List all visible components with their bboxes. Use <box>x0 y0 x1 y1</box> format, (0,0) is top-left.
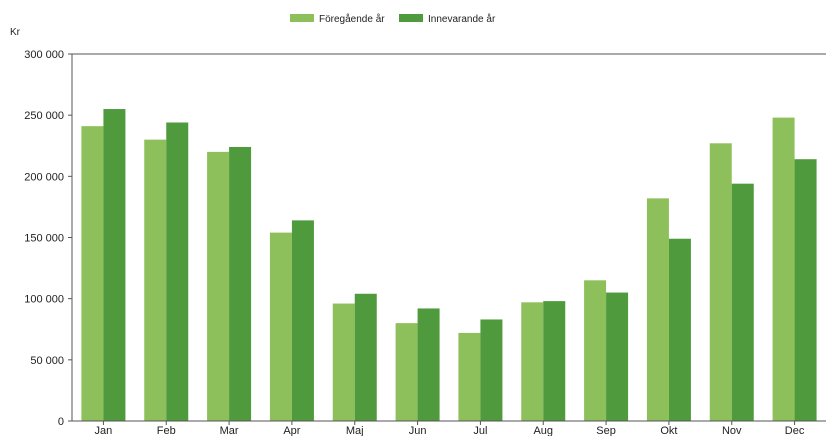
legend-swatch-series-1 <box>290 14 314 22</box>
legend-swatch-series-2 <box>399 14 423 22</box>
y-tick-label: 300 000 <box>24 49 64 61</box>
x-tick-label: Mar <box>220 425 239 436</box>
bar-sep-series-1 <box>584 280 607 421</box>
y-tick-label: 150 000 <box>24 233 64 245</box>
bar-mar-series-1 <box>207 151 230 421</box>
y-unit-label: Kr <box>10 27 21 38</box>
x-tick-label: Jul <box>473 425 487 436</box>
x-tick-label: Jan <box>95 425 113 436</box>
x-axis: Jan Feb Mar Apr Maj Jun Jul Aug Sep Okt Nov Dec <box>72 420 826 436</box>
y-tick-label: 50 000 <box>30 355 64 367</box>
bar-mar-series-2 <box>229 146 252 421</box>
y-tick-label: 0 <box>58 416 64 428</box>
bar-apr-series-1 <box>269 232 292 421</box>
bar-feb-series-2 <box>166 122 189 422</box>
legend-label-series-1: Föregående år <box>319 13 385 25</box>
y-tick-label: 200 000 <box>24 171 64 183</box>
y-axis: 0 50 000 100 000 150 000 200 000 250 000 300 0… <box>24 49 826 428</box>
legend-label-series-2: Innevarande år <box>428 13 496 25</box>
x-tick-label: Dec <box>785 425 805 436</box>
bar-dec-series-2 <box>794 159 817 421</box>
bar-aug-series-1 <box>521 302 544 421</box>
x-tick-label: Maj <box>346 425 364 436</box>
bar-jan-series-2 <box>103 109 126 422</box>
bar-maj-series-1 <box>332 303 355 421</box>
x-tick-label: Aug <box>533 425 553 436</box>
bar-maj-series-2 <box>354 293 377 421</box>
bar-jan-series-1 <box>81 126 104 421</box>
x-tick-label: Okt <box>660 425 677 436</box>
bar-jul-series-2 <box>480 319 503 421</box>
bar-dec-series-1 <box>772 117 795 421</box>
bar-jun-series-1 <box>395 323 418 421</box>
y-tick-label: 100 000 <box>24 294 64 306</box>
y-tick-label: 250 000 <box>24 110 64 122</box>
bar-jul-series-1 <box>458 332 481 421</box>
bar-sep-series-2 <box>606 292 629 421</box>
legend: Föregående år Innevarande år <box>290 13 496 25</box>
bar-apr-series-2 <box>291 220 314 421</box>
bar-jun-series-2 <box>417 308 440 421</box>
x-tick-label: Jun <box>409 425 427 436</box>
bars <box>81 109 817 422</box>
x-tick-label: Apr <box>283 425 300 436</box>
bar-nov-series-2 <box>731 183 754 421</box>
bar-okt-series-2 <box>668 238 691 421</box>
bar-nov-series-1 <box>709 143 732 421</box>
x-tick-label: Nov <box>722 425 742 436</box>
x-tick-label: Sep <box>596 425 616 436</box>
bar-okt-series-1 <box>646 198 669 421</box>
x-tick-label: Feb <box>157 425 176 436</box>
bar-feb-series-1 <box>144 139 167 421</box>
bar-aug-series-2 <box>543 301 566 421</box>
